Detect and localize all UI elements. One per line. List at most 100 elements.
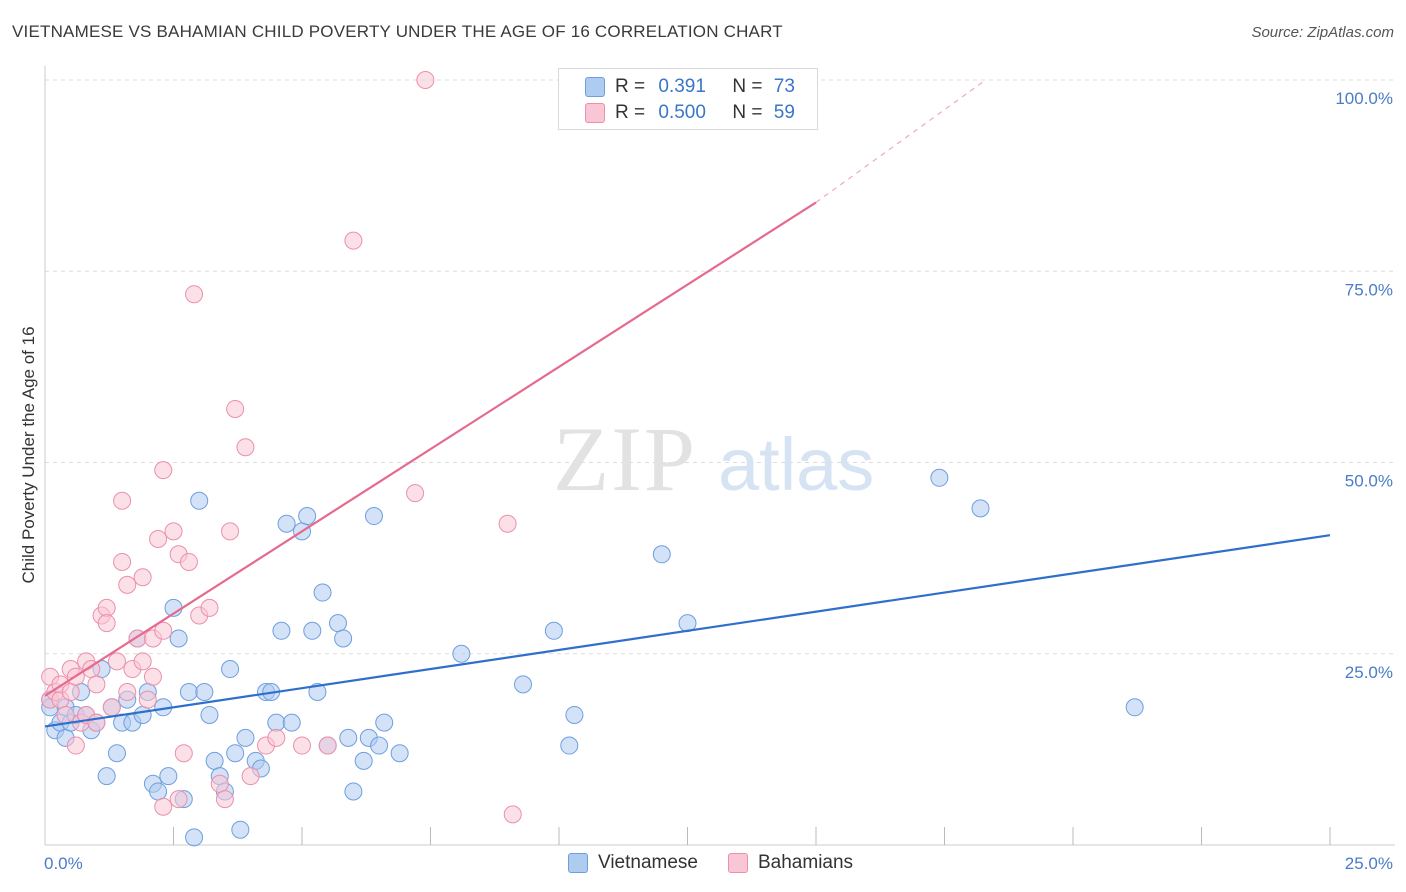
vietnamese-point (149, 782, 168, 801)
vietnamese-point (169, 629, 188, 648)
bahamian-point (164, 522, 183, 541)
bahamian-point (133, 652, 152, 671)
bahamian-point (113, 491, 132, 510)
vietnamese-point (354, 751, 373, 770)
axes (44, 66, 1395, 846)
vietnamese-point (930, 468, 949, 487)
vietnamese-point (272, 621, 291, 640)
vietnamese-point (370, 736, 389, 755)
bahamian-point (149, 530, 168, 548)
legend-swatch-bahamians (585, 103, 605, 123)
series-legend: Vietnamese Bahamians (568, 852, 883, 874)
watermark: ZIP atlas (553, 408, 874, 510)
bahamian-point (174, 744, 193, 763)
bahamian-point (138, 690, 157, 709)
vietnamese-point (565, 705, 584, 724)
bahamian-point (154, 621, 173, 640)
bahamian-point (179, 552, 198, 571)
watermark-atlas: atlas (718, 423, 874, 506)
series-label-bahamians: Bahamians (758, 852, 854, 873)
vietnamese-points (41, 468, 1144, 847)
bahamian-point (236, 438, 255, 457)
vietnamese-point (221, 660, 240, 679)
legend-row-vietnamese: R = 0.391 N = 73 (585, 75, 795, 99)
vietnamese-point (390, 744, 409, 763)
vietnamese-trend-line (44, 534, 1331, 728)
x-tick-label: 0.0% (44, 854, 83, 873)
bahamian-point (221, 522, 240, 541)
vietnamese-point (339, 728, 358, 747)
bahamian-point (503, 805, 522, 824)
vietnamese-point (514, 675, 533, 694)
bahamian-point (318, 736, 337, 755)
vietnamese-point (452, 644, 471, 663)
y-tick-label: 25.0% (1345, 663, 1393, 682)
bahamian-point (61, 683, 80, 701)
bahamian-point (107, 652, 126, 671)
bahamian-point (498, 514, 517, 533)
vietnamese-point (159, 767, 178, 786)
series-swatch-vietnamese (568, 853, 588, 873)
legend-row-bahamians: R = 0.500 N = 59 (585, 101, 795, 125)
legend-n-value: 59 (773, 102, 795, 123)
vietnamese-point (97, 767, 116, 786)
vietnamese-point (133, 705, 152, 724)
bahamian-point (66, 736, 85, 755)
vietnamese-point (652, 545, 671, 564)
legend-r-value: 0.500 (658, 102, 706, 123)
vietnamese-point (560, 736, 579, 755)
legend-n-value: 73 (773, 76, 795, 97)
bahamian-point (169, 790, 188, 809)
vietnamese-point (205, 751, 224, 770)
bahamian-point (97, 614, 116, 633)
bahamian-trend-line (44, 201, 817, 697)
chart-title: VIETNAMESE VS BAHAMIAN CHILD POVERTY UND… (12, 22, 783, 41)
bahamian-point (241, 767, 260, 786)
bahamian-point (154, 797, 173, 816)
bahamian-trend-extension (815, 79, 986, 203)
bahamian-point (185, 285, 204, 304)
watermark-zip: ZIP (553, 408, 697, 510)
x-tick-label: 25.0% (1345, 854, 1393, 873)
bahamian-point (267, 728, 286, 747)
y-axis-label: Child Poverty Under the Age of 16 (19, 326, 38, 583)
vietnamese-point (277, 514, 296, 533)
vietnamese-point (195, 683, 214, 701)
vietnamese-point (236, 728, 255, 747)
vietnamese-point (375, 713, 394, 732)
bahamian-point (118, 575, 137, 594)
correlation-legend: R = 0.391 N = 73 R = 0.500 N = 59 (558, 68, 818, 130)
y-tick-label: 100.0% (1335, 89, 1393, 108)
vietnamese-point (1125, 698, 1144, 717)
series-swatch-bahamians (728, 853, 748, 873)
trend-lines (44, 79, 1331, 728)
vietnamese-point (231, 820, 250, 839)
chart-source: Source: ZipAtlas.com (1251, 24, 1394, 41)
series-label-vietnamese: Vietnamese (598, 852, 698, 873)
vietnamese-point (200, 705, 219, 724)
legend-r-value: 0.391 (658, 76, 706, 97)
bahamian-point (154, 461, 173, 480)
vietnamese-point (334, 629, 353, 648)
vietnamese-point (179, 683, 198, 701)
bahamian-point (215, 790, 234, 809)
vietnamese-point (107, 744, 126, 763)
vietnamese-point (303, 621, 322, 640)
vietnamese-point (267, 713, 286, 732)
bahamian-point (102, 698, 121, 717)
bahamian-point (416, 71, 435, 89)
series-legend-vietnamese: Vietnamese (568, 852, 698, 874)
vietnamese-point (190, 491, 209, 510)
vietnamese-point (313, 583, 332, 602)
bahamian-point (97, 598, 116, 617)
bahamian-point (210, 774, 229, 793)
vietnamese-point (185, 828, 204, 847)
y-tick-label: 50.0% (1345, 472, 1393, 491)
bahamian-point (56, 705, 75, 724)
legend-n-label: N = (732, 102, 768, 123)
legend-r-label: R = (615, 102, 651, 123)
y-tick-label: 75.0% (1345, 280, 1393, 299)
bahamian-points (41, 71, 522, 824)
vietnamese-point (364, 507, 383, 526)
